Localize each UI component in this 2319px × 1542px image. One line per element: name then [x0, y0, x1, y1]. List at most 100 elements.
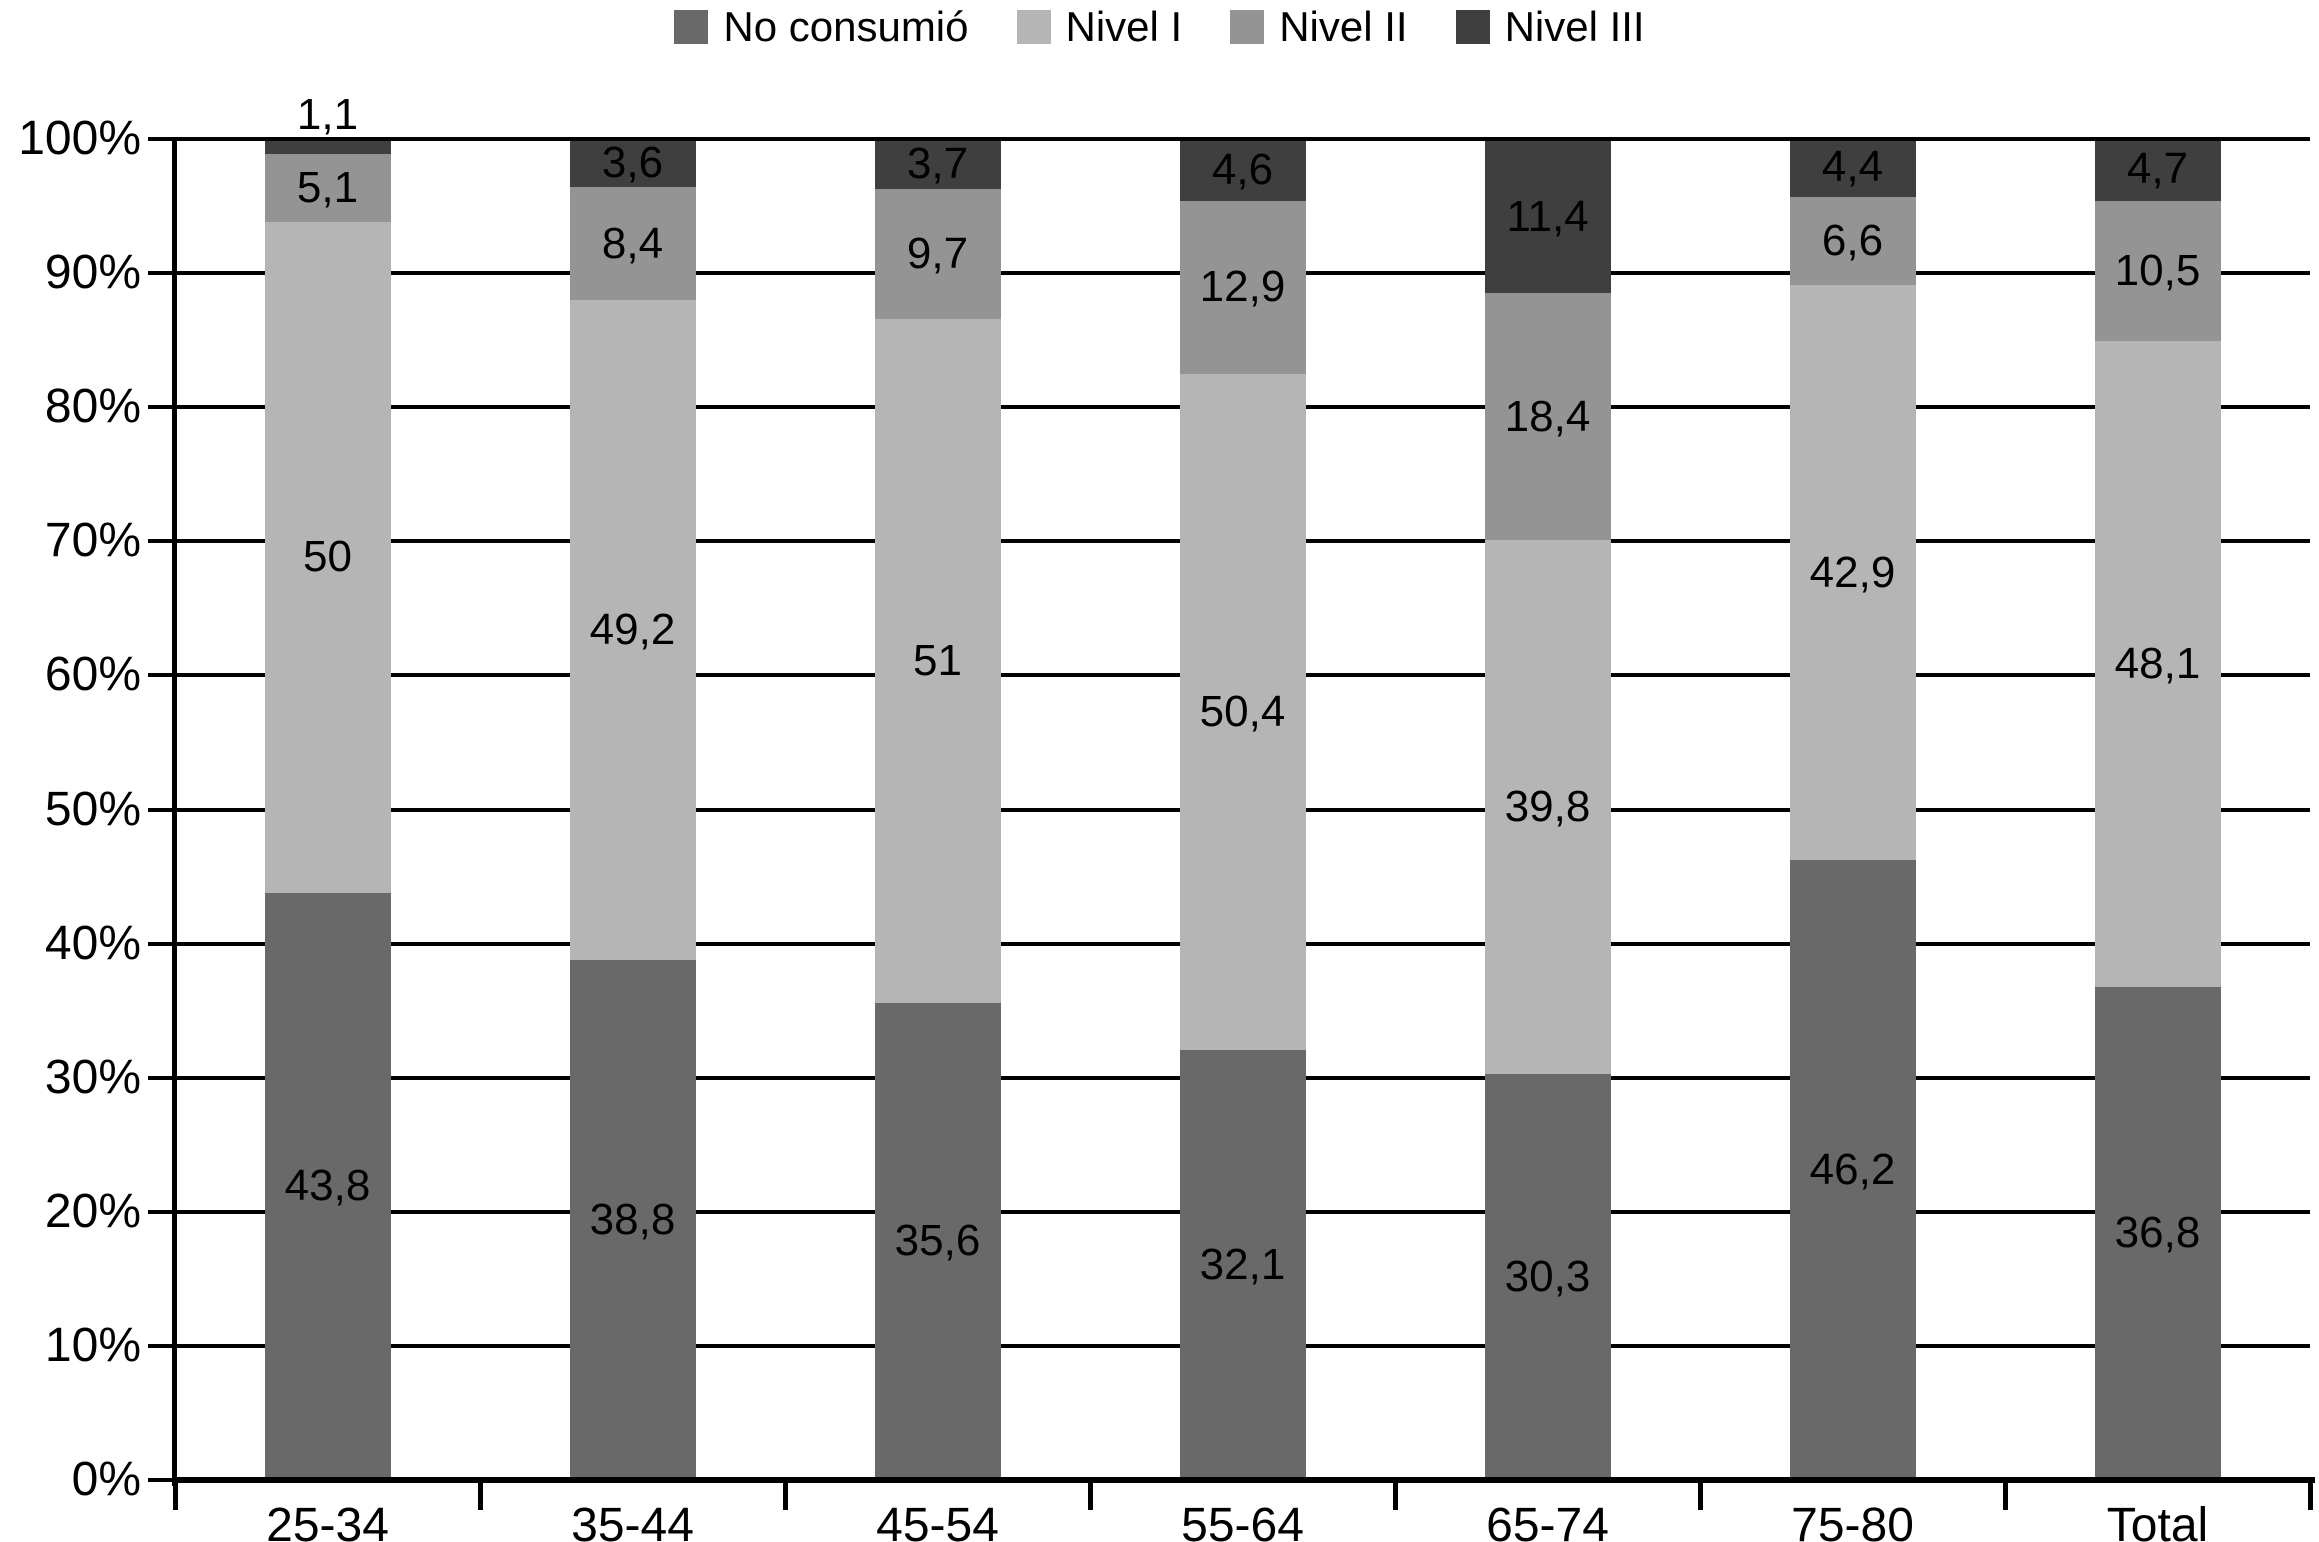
bar-segment-nivel-ii [264, 153, 391, 223]
legend-item-nivel-iii: Nivel III [1455, 6, 1645, 48]
y-axis-tick [148, 271, 175, 276]
y-axis-tick [148, 405, 175, 410]
data-label: 11,4 [1506, 191, 1589, 241]
bar-segment-no-consumio [569, 959, 696, 1480]
data-label: 1,1 [296, 90, 359, 139]
data-label: 46,2 [1809, 1145, 1896, 1195]
data-label: 9,7 [906, 228, 969, 278]
data-label: 39,8 [1504, 781, 1591, 831]
bar-segment-nivel-iii [569, 139, 696, 188]
x-axis-tick [173, 1480, 178, 1510]
y-axis-tick [148, 1209, 175, 1214]
data-label: 50,4 [1199, 686, 1286, 736]
x-axis-tick [1088, 1480, 1093, 1510]
chart-legend: No consumió Nivel I Nivel II Nivel III [0, 0, 2319, 54]
bar-segment-nivel-ii [2094, 200, 2221, 342]
bar-segment-nivel-i [874, 318, 1001, 1003]
legend-item-nivel-ii: Nivel II [1230, 3, 1408, 50]
data-label: 3,6 [601, 138, 664, 188]
bar-segment-no-consumio [874, 1002, 1001, 1480]
x-axis-tick [1698, 1480, 1703, 1510]
data-label: 8,4 [601, 218, 664, 268]
y-axis-tick [148, 673, 175, 678]
data-label: 4,6 [1211, 144, 1274, 194]
legend-label: No consumió [723, 3, 969, 50]
gridline [175, 137, 2310, 141]
y-tick-label: 20% [44, 1184, 141, 1238]
x-axis-label: 65-74 [1486, 1499, 1609, 1542]
x-axis-label: 45-54 [876, 1499, 999, 1542]
bar-segment-nivel-iii [874, 139, 1001, 189]
data-label: 43,8 [284, 1161, 371, 1211]
x-axis-tick [783, 1480, 788, 1510]
y-tick-label: 40% [44, 916, 141, 970]
data-label: 6,6 [1821, 215, 1884, 265]
x-axis-tick [2308, 1480, 2313, 1510]
y-tick-label: 100% [18, 112, 141, 165]
bar-segment-nivel-ii [1179, 200, 1306, 374]
data-label: 42,9 [1809, 547, 1896, 597]
x-axis-label: Total [2106, 1499, 2209, 1542]
bar-segment-no-consumio [2094, 986, 2221, 1480]
bar-segment-nivel-ii [874, 188, 1001, 319]
data-label: 3,7 [906, 138, 969, 188]
x-axis-label: 25-34 [266, 1499, 389, 1542]
y-axis-tick [148, 137, 175, 141]
bar-segment-nivel-iii [264, 139, 391, 154]
bar-segment-no-consumio [1179, 1049, 1306, 1480]
bar-segment-nivel-iii [2094, 137, 2221, 201]
legend-swatch-icon [1230, 10, 1265, 44]
data-label: 51 [913, 635, 962, 685]
data-label: 12,9 [1199, 262, 1286, 312]
data-label: 5,1 [296, 162, 359, 212]
data-label: 35,6 [894, 1216, 981, 1266]
data-label: 32,1 [1199, 1239, 1286, 1289]
x-axis-tick [1393, 1480, 1398, 1510]
y-axis-tick [148, 539, 175, 544]
bar-segment-nivel-i [1484, 539, 1611, 1074]
y-tick-label: 90% [44, 246, 141, 300]
y-axis-tick [148, 807, 175, 812]
y-tick-label: 60% [44, 648, 141, 702]
x-axis-label: 75-80 [1791, 1499, 1914, 1542]
data-label: 4,4 [1821, 142, 1884, 192]
y-axis-tick [148, 1343, 175, 1348]
bar-segment-nivel-i [1789, 285, 1916, 861]
y-axis-line [172, 139, 177, 1486]
bar-segment-nivel-i [569, 299, 696, 960]
x-axis-tick [478, 1480, 483, 1510]
y-axis-tick [148, 1075, 175, 1080]
bar-segment-no-consumio [1789, 860, 1916, 1480]
legend-swatch-icon [1016, 10, 1051, 44]
data-label: 48,1 [2114, 639, 2201, 688]
x-axis-line [172, 1477, 2315, 1483]
data-label: 4,7 [2126, 144, 2189, 194]
x-axis-label: 55-64 [1181, 1499, 1304, 1542]
bar-segment-nivel-i [264, 222, 391, 893]
bar-segment-no-consumio [1484, 1073, 1611, 1480]
bar-segment-nivel-iii [1484, 140, 1611, 294]
legend-item-nivel-i: Nivel I [1016, 3, 1183, 50]
y-axis-tick [148, 941, 175, 946]
legend-label: Nivel II [1279, 3, 1408, 50]
bar-segment-no-consumio [264, 892, 391, 1480]
bar-segment-nivel-iii [1789, 137, 1916, 197]
legend-label: Nivel I [1065, 3, 1183, 50]
y-tick-label: 10% [44, 1318, 141, 1372]
data-label: 10,5 [2114, 246, 2201, 296]
y-tick-label: 50% [44, 782, 141, 836]
bar-segment-nivel-ii [1484, 293, 1611, 540]
bar-segment-nivel-i [1179, 373, 1306, 1050]
bar-segment-nivel-ii [569, 187, 696, 300]
bar-segment-nivel-i [2094, 341, 2221, 987]
y-tick-label: 70% [44, 514, 141, 568]
legend-swatch-icon [1455, 10, 1490, 44]
bar-segment-nivel-iii [1179, 139, 1306, 201]
y-tick-label: 30% [44, 1050, 141, 1104]
data-label: 30,3 [1504, 1251, 1591, 1301]
y-axis-tick [148, 1478, 175, 1482]
x-axis-tick [2003, 1480, 2008, 1510]
data-label: 36,8 [2114, 1208, 2201, 1258]
legend-swatch-icon [674, 10, 709, 44]
